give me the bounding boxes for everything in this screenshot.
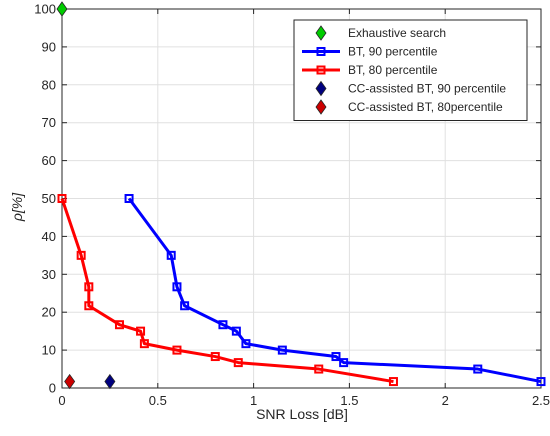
data-point <box>76 250 86 260</box>
data-point <box>277 345 287 355</box>
data-point <box>388 377 398 387</box>
legend-entry: CC-assisted BT, 80percentile <box>315 99 503 115</box>
data-point <box>136 326 146 336</box>
y-tick-label: 30 <box>42 267 56 282</box>
y-tick-label: 40 <box>42 229 56 244</box>
data-point <box>172 345 182 355</box>
x-tick-label: 0 <box>58 393 65 408</box>
data-point <box>218 320 228 330</box>
x-tick-label: 1.5 <box>340 393 358 408</box>
data-point <box>210 352 220 362</box>
data-point <box>339 358 349 368</box>
data-point <box>241 339 251 349</box>
series-4 <box>64 373 76 390</box>
plot-series <box>56 1 546 390</box>
y-tick-label: 90 <box>42 39 56 54</box>
data-point <box>57 194 67 203</box>
legend-label: Exhaustive search <box>348 26 446 40</box>
data-point <box>56 1 68 17</box>
legend-marker <box>315 80 327 97</box>
series-0 <box>56 1 68 17</box>
data-point <box>124 194 134 203</box>
y-tick-label: 60 <box>42 153 56 168</box>
y-tick-label: 20 <box>42 305 56 320</box>
legend-entry: Exhaustive search <box>315 25 446 41</box>
x-tick-label: 0.5 <box>149 393 167 408</box>
data-point <box>114 320 124 330</box>
data-point <box>536 377 546 387</box>
legend-marker <box>316 47 326 56</box>
x-tick-label: 1 <box>250 393 257 408</box>
series-3 <box>104 373 116 390</box>
legend-label: CC-assisted BT, 90 percentile <box>348 82 506 96</box>
data-point <box>233 358 243 368</box>
data-point <box>84 282 94 292</box>
data-point <box>84 301 94 311</box>
y-tick-label: 70 <box>42 115 56 130</box>
data-point <box>473 364 483 374</box>
y-tick-label: 80 <box>42 77 56 92</box>
series-line <box>127 197 542 384</box>
legend-marker <box>315 25 327 41</box>
y-axis-label: ρ[%] <box>9 192 25 222</box>
data-point <box>314 364 324 374</box>
series-line <box>60 198 394 384</box>
legend-entry: BT, 90 percentile <box>302 45 438 59</box>
data-point <box>331 352 341 362</box>
data-point <box>166 250 176 260</box>
data-point <box>64 373 76 390</box>
legend-label: BT, 90 percentile <box>348 45 438 59</box>
data-point <box>231 326 241 336</box>
legend-label: CC-assisted BT, 80percentile <box>348 100 503 114</box>
data-point <box>172 282 182 292</box>
legend-entry: CC-assisted BT, 90 percentile <box>315 80 506 97</box>
legend: Exhaustive search BT, 90 percentile BT, 80… <box>293 19 528 121</box>
x-axis-label: SNR Loss [dB] <box>256 406 348 422</box>
data-point <box>104 373 116 390</box>
y-tick-label: 0 <box>49 381 56 396</box>
data-point <box>139 339 149 349</box>
series-2 <box>57 194 398 387</box>
x-tick-label: 2 <box>442 393 449 408</box>
legend-marker <box>316 65 326 75</box>
series-1 <box>124 194 546 387</box>
x-tick-label: 2.5 <box>532 393 550 408</box>
y-tick-label: 50 <box>42 191 56 206</box>
legend-entry: BT, 80 percentile <box>302 63 438 77</box>
legend-label: BT, 80 percentile <box>348 63 438 77</box>
y-tick-label: 10 <box>42 343 56 358</box>
legend-marker <box>315 99 327 115</box>
y-tick-label: 100 <box>34 2 56 17</box>
data-point <box>180 301 190 311</box>
